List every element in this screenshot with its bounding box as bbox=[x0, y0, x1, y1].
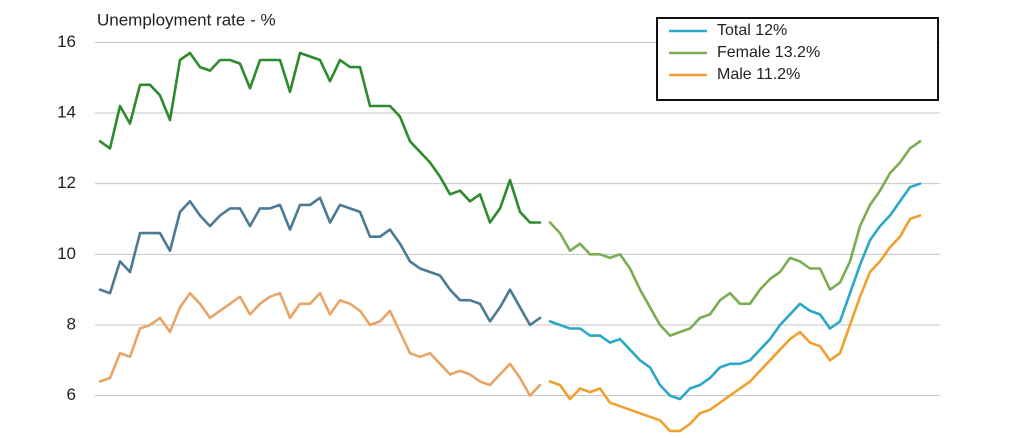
y-tick-label: 6 bbox=[67, 385, 76, 404]
line-early bbox=[98, 196, 542, 327]
legend: Total 12% Female 13.2% Male 11.2% bbox=[656, 17, 939, 101]
y-tick-label: 10 bbox=[57, 244, 76, 263]
line-early bbox=[98, 51, 542, 224]
legend-label: Male 11.2% bbox=[717, 66, 800, 83]
line-early bbox=[98, 291, 542, 397]
y-tick-label: 12 bbox=[57, 173, 76, 192]
legend-label: Female 13.2% bbox=[717, 44, 820, 61]
y-tick-label: 16 bbox=[57, 32, 76, 51]
legend-label: Total 12% bbox=[717, 22, 787, 39]
y-tick-label: 8 bbox=[67, 314, 76, 333]
line bbox=[548, 214, 922, 433]
y-axis-label: Unemployment rate - % bbox=[97, 10, 276, 29]
line bbox=[548, 182, 922, 401]
legend-box bbox=[656, 17, 939, 101]
y-tick-label: 14 bbox=[57, 103, 76, 122]
line bbox=[548, 140, 922, 337]
